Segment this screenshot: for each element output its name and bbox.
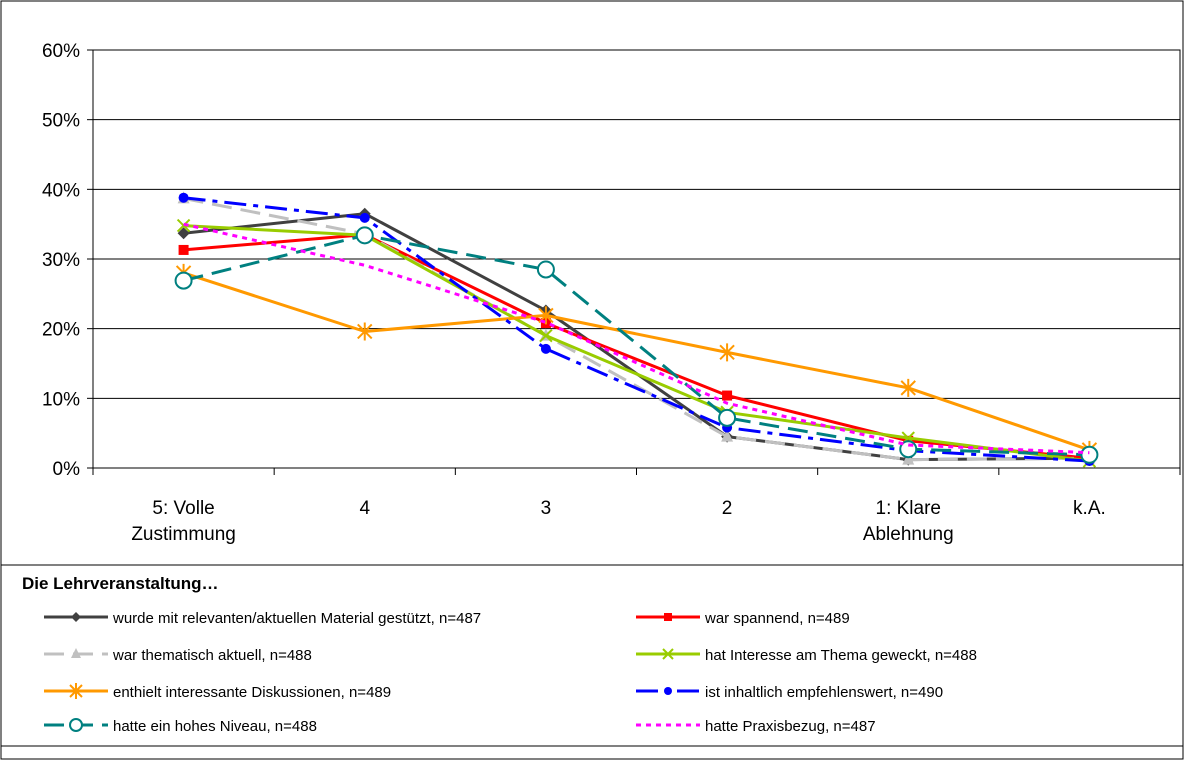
data-point (71, 648, 81, 658)
series-line (183, 196, 1090, 462)
data-point (69, 718, 83, 732)
x-tick-label: 2 (722, 498, 733, 519)
data-point (1080, 445, 1099, 464)
y-tick-label: 10% (42, 389, 80, 410)
data-point (536, 260, 555, 279)
data-point (178, 192, 189, 203)
legend-item: war thematisch aktuell, n=488 (44, 647, 312, 664)
legend-label: war thematisch aktuell, n=488 (112, 647, 312, 664)
y-axis: 0% 10% 20% 30% 40% 50% 60% (42, 41, 93, 480)
legend-item: wurde mit relevanten/aktuellen Material … (44, 610, 481, 627)
data-point (718, 408, 737, 427)
series-line (183, 233, 1090, 457)
legend-title: Die Lehrveranstaltung… (22, 574, 219, 593)
y-tick-label: 0% (53, 459, 81, 480)
data-point (902, 452, 915, 465)
series-line (183, 224, 1090, 463)
legend-label: war spannend, n=489 (704, 610, 850, 627)
data-point (357, 322, 373, 341)
legend-label: hatte ein hohes Niveau, n=488 (113, 718, 317, 735)
legend-label: ist inhaltlich empfehlenswert, n=490 (705, 684, 943, 701)
x-tick-label: Zustimmung (131, 524, 236, 545)
legend-item: hat Interesse am Thema geweckt, n=488 (636, 647, 977, 664)
y-tick-label: 50% (42, 111, 80, 132)
x-tick-label: Ablehnung (863, 524, 954, 545)
legend-label: wurde mit relevanten/aktuellen Material … (112, 610, 481, 627)
legend-item: hatte Praxisbezug, n=487 (636, 718, 876, 735)
series-7 (174, 226, 1099, 464)
y-tick-label: 60% (42, 41, 80, 62)
x-axis: 5: Volle Zustimmung 4 3 2 1: Klare Ablehnung k.… (92, 468, 1181, 545)
legend-label: hatte Praxisbezug, n=487 (705, 718, 876, 735)
y-tick-label: 20% (42, 320, 80, 341)
data-point (719, 343, 735, 362)
legend-item: hatte ein hohes Niveau, n=488 (44, 718, 317, 735)
series-line (183, 271, 1090, 452)
data-point (71, 612, 81, 622)
data-point (174, 271, 193, 290)
x-tick-label: 3 (541, 498, 552, 519)
y-tick-label: 40% (42, 180, 80, 201)
data-point (721, 429, 734, 442)
x-tick-label: 1: Klare (876, 498, 941, 519)
legend-item: enthielt interessante Diskussionen, n=48… (44, 683, 391, 701)
data-point (722, 390, 733, 401)
data-point (355, 226, 374, 245)
x-tick-label: 4 (359, 498, 370, 519)
data-point (900, 378, 916, 397)
legend-label: enthielt interessante Diskussionen, n=48… (113, 684, 391, 701)
data-point (178, 244, 189, 255)
series-line (183, 196, 1090, 463)
legend-item: ist inhaltlich empfehlenswert, n=490 (636, 684, 943, 701)
series-line (183, 233, 1090, 460)
data-point (664, 613, 672, 621)
series-layer (174, 191, 1099, 468)
data-point (664, 687, 672, 695)
data-point (540, 343, 551, 354)
data-point (662, 648, 674, 660)
x-tick-label: 5: Volle (152, 498, 214, 519)
series-8 (183, 222, 1090, 455)
legend-label: hat Interesse am Thema geweckt, n=488 (705, 647, 977, 664)
x-tick-label: k.A. (1073, 498, 1106, 519)
series-line (183, 222, 1090, 455)
data-point (359, 212, 370, 223)
data-point (539, 328, 553, 343)
data-point (69, 683, 83, 699)
y-tick-label: 30% (42, 250, 80, 271)
legend-item: war spannend, n=489 (636, 610, 850, 627)
legend: wurde mit relevanten/aktuellen Material … (44, 610, 977, 735)
data-point (177, 227, 190, 240)
